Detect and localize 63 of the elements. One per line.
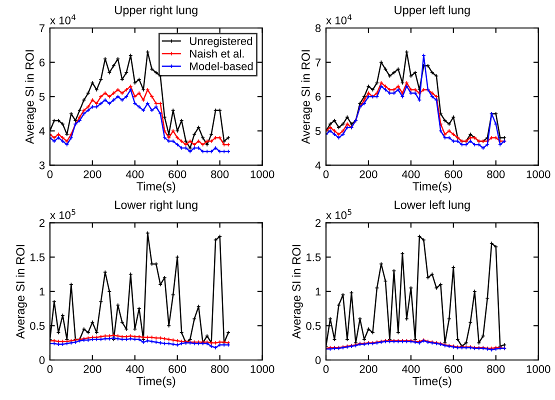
y-tick-label: 2 bbox=[39, 219, 45, 227]
chart-title: Upper right lung bbox=[115, 6, 198, 17]
y-tick-label: 1.5 bbox=[30, 253, 45, 262]
legend-label: Unregistered bbox=[190, 36, 252, 48]
y-tick-label: 1.5 bbox=[306, 253, 321, 262]
text: x 10$^{5}$ bbox=[50, 209, 76, 220]
x-tick-label: 400 bbox=[126, 365, 144, 374]
x-tick-label: 600 bbox=[168, 365, 186, 374]
y-tick-label: 0.5 bbox=[30, 322, 45, 330]
x-tick-label: 1000 bbox=[526, 365, 550, 374]
y-tick-label: 1 bbox=[40, 288, 45, 296]
y-tick-label: 7 bbox=[316, 58, 321, 66]
text: x 10$^{4}$ bbox=[50, 14, 76, 24]
legend-label: Naish et al. bbox=[190, 49, 244, 58]
y-axis-title: Average SI in ROI bbox=[292, 245, 303, 339]
y-tick-label: 8 bbox=[315, 24, 321, 32]
x-tick-label: 400 bbox=[402, 365, 420, 374]
y-axis-title: Average SI in ROI bbox=[16, 245, 27, 339]
y-tick-label: 5 bbox=[315, 127, 321, 136]
y-tick-label: 0 bbox=[315, 356, 321, 364]
y-tick-label: 2 bbox=[316, 219, 321, 227]
text: x 10$^{5}$ bbox=[326, 209, 352, 220]
y-tick-label: 3 bbox=[39, 161, 45, 170]
x-tick-label: 800 bbox=[487, 170, 505, 178]
x-tick-label: 600 bbox=[444, 170, 462, 178]
x-tick-label: 800 bbox=[211, 170, 229, 178]
x-tick-label: 600 bbox=[168, 170, 186, 178]
y-tick-label: 6 bbox=[39, 58, 45, 66]
x-tick-label: 400 bbox=[126, 170, 144, 178]
y-tick-label: 5 bbox=[39, 92, 45, 101]
chart-title: Lower left lung bbox=[394, 200, 470, 212]
x-axis-title: Time(s) bbox=[412, 376, 452, 388]
legend-label: Model-based bbox=[190, 62, 253, 70]
x-tick-label: 800 bbox=[487, 365, 505, 374]
x-tick-label: 400 bbox=[402, 170, 420, 178]
x-tick-label: 1000 bbox=[250, 170, 274, 178]
text: x 10$^{4}$ bbox=[326, 14, 352, 24]
x-axis-title: Time(s) bbox=[136, 376, 176, 388]
x-axis-title: Time(s) bbox=[412, 182, 452, 193]
y-tick-label: 0 bbox=[39, 356, 45, 364]
y-tick-label: 0.5 bbox=[306, 322, 321, 330]
x-tick-label: 0 bbox=[323, 365, 329, 374]
y-tick-label: 7 bbox=[39, 24, 45, 32]
y-tick-label: 1 bbox=[316, 288, 321, 296]
y-tick-label: 4 bbox=[39, 127, 45, 135]
x-tick-label: 800 bbox=[211, 365, 229, 374]
chart-title: Lower right lung bbox=[115, 200, 198, 212]
y-axis-title: Average SI in ROI bbox=[25, 50, 36, 144]
x-tick-label: 200 bbox=[360, 170, 378, 178]
y-tick-label: 4 bbox=[315, 162, 321, 170]
x-tick-label: 200 bbox=[360, 365, 378, 374]
x-tick-label: 0 bbox=[47, 365, 53, 374]
y-tick-label: 6 bbox=[316, 92, 321, 101]
x-tick-label: 0 bbox=[47, 170, 53, 178]
x-tick-label: 1000 bbox=[526, 170, 550, 178]
x-tick-label: 600 bbox=[444, 365, 462, 374]
x-tick-label: 200 bbox=[84, 365, 102, 374]
x-axis-title: Time(s) bbox=[136, 182, 176, 193]
y-axis-title: Average SI in ROI bbox=[301, 50, 312, 144]
x-tick-label: 1000 bbox=[250, 365, 274, 374]
x-tick-label: 200 bbox=[84, 170, 102, 178]
x-tick-label: 0 bbox=[323, 170, 329, 178]
chart-title: Upper left lung bbox=[394, 6, 470, 17]
